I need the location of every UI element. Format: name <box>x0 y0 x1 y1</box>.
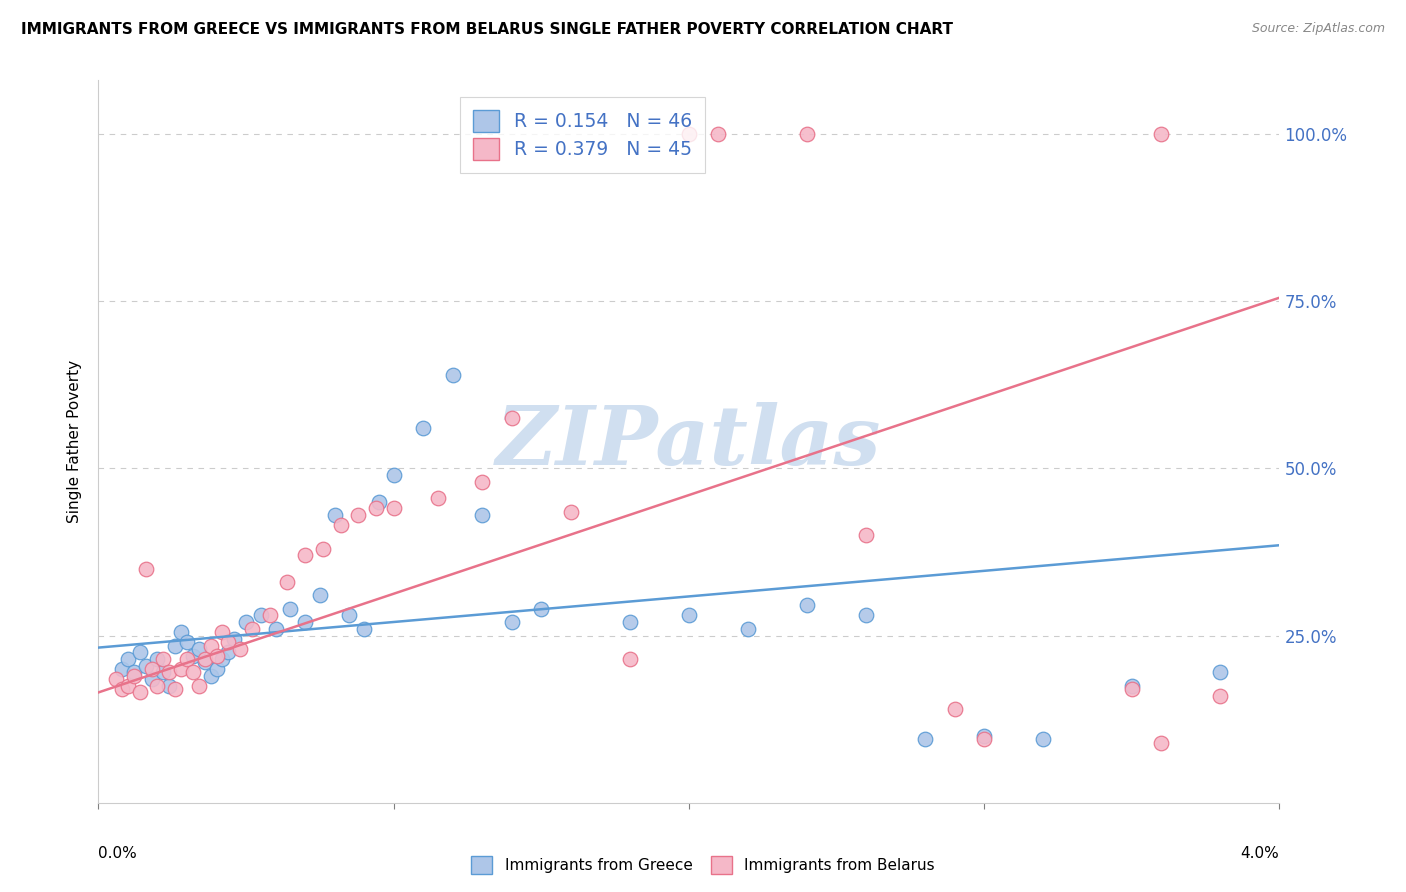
Point <box>141 672 163 686</box>
Point <box>217 645 239 659</box>
Point <box>200 669 222 683</box>
Point <box>737 622 759 636</box>
Point <box>217 635 239 649</box>
Legend: Immigrants from Greece, Immigrants from Belarus: Immigrants from Greece, Immigrants from … <box>465 850 941 880</box>
Point <box>309 589 332 603</box>
Point <box>152 652 174 666</box>
Point <box>259 608 281 623</box>
Point <box>943 702 966 716</box>
Point <box>141 662 163 676</box>
Point <box>678 608 700 623</box>
Point <box>471 508 494 523</box>
Point <box>211 652 233 666</box>
Point <box>229 642 252 657</box>
Point <box>235 615 257 630</box>
Point <box>855 608 877 623</box>
Point <box>530 602 553 616</box>
Point <box>441 368 464 382</box>
Point <box>796 599 818 613</box>
Point <box>146 679 169 693</box>
Text: Source: ZipAtlas.com: Source: ZipAtlas.com <box>1251 22 1385 36</box>
Point <box>1121 679 1143 693</box>
Point <box>205 648 228 663</box>
Point <box>1209 665 1232 680</box>
Point <box>128 685 150 699</box>
Y-axis label: Single Father Poverty: Single Father Poverty <box>67 360 83 523</box>
Point <box>973 729 995 743</box>
Point <box>176 635 198 649</box>
Point <box>471 475 494 489</box>
Point <box>187 642 209 657</box>
Text: IMMIGRANTS FROM GREECE VS IMMIGRANTS FROM BELARUS SINGLE FATHER POVERTY CORRELAT: IMMIGRANTS FROM GREECE VS IMMIGRANTS FRO… <box>21 22 953 37</box>
Point <box>276 575 298 590</box>
Point <box>560 505 582 519</box>
Point <box>382 467 405 482</box>
Point <box>427 491 450 506</box>
Point <box>205 662 228 676</box>
Point <box>187 679 209 693</box>
Point <box>111 681 134 696</box>
Point <box>678 127 700 141</box>
Point <box>353 622 375 636</box>
Point <box>1209 689 1232 703</box>
Legend: R = 0.154   N = 46, R = 0.379   N = 45: R = 0.154 N = 46, R = 0.379 N = 45 <box>460 97 706 173</box>
Point <box>170 625 193 640</box>
Point <box>128 645 150 659</box>
Point <box>368 494 391 508</box>
Point <box>280 602 302 616</box>
Point <box>165 681 187 696</box>
Point <box>619 652 641 666</box>
Point <box>181 648 204 663</box>
Point <box>122 665 145 680</box>
Point <box>240 622 263 636</box>
Point <box>250 608 273 623</box>
Point <box>105 672 128 686</box>
Point <box>1150 735 1173 749</box>
Point <box>294 615 316 630</box>
Point <box>364 501 387 516</box>
Point <box>157 665 180 680</box>
Point <box>329 518 352 533</box>
Point <box>347 508 370 523</box>
Point <box>176 652 198 666</box>
Point <box>117 679 139 693</box>
Point <box>973 732 995 747</box>
Point <box>152 665 174 680</box>
Point <box>224 632 246 646</box>
Point <box>339 608 361 623</box>
Point <box>170 662 193 676</box>
Point <box>501 615 523 630</box>
Point <box>194 652 217 666</box>
Text: 4.0%: 4.0% <box>1240 847 1279 861</box>
Point <box>412 421 434 435</box>
Point <box>1032 732 1054 747</box>
Point <box>312 541 335 556</box>
Point <box>117 652 139 666</box>
Point <box>181 665 204 680</box>
Point <box>501 411 523 425</box>
Point <box>122 669 145 683</box>
Point <box>1121 681 1143 696</box>
Point <box>294 548 316 563</box>
Point <box>855 528 877 542</box>
Point <box>157 679 180 693</box>
Point <box>1150 127 1173 141</box>
Point <box>111 662 134 676</box>
Point <box>135 658 157 673</box>
Point <box>619 615 641 630</box>
Point <box>264 622 287 636</box>
Point <box>146 652 169 666</box>
Point <box>323 508 346 523</box>
Text: 0.0%: 0.0% <box>98 847 138 861</box>
Point <box>382 501 405 516</box>
Point <box>914 732 936 747</box>
Point <box>194 655 217 669</box>
Point <box>135 562 157 576</box>
Point <box>211 625 233 640</box>
Point <box>707 127 730 141</box>
Point <box>165 639 187 653</box>
Text: ZIPatlas: ZIPatlas <box>496 401 882 482</box>
Point <box>200 639 222 653</box>
Point <box>796 127 818 141</box>
